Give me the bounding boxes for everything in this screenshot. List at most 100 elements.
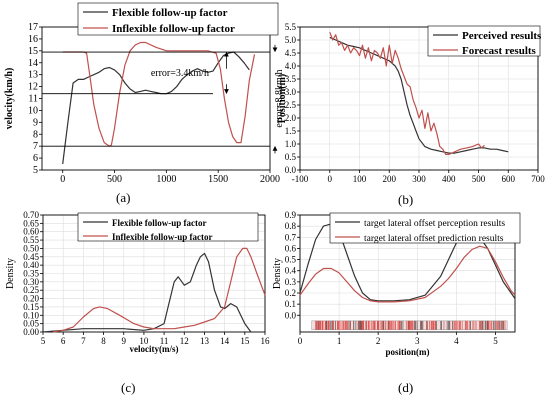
y-tick-label: 17 xyxy=(28,22,38,33)
x-tick-label: 2000 xyxy=(260,174,280,185)
y-tick-label: 0.55 xyxy=(23,235,39,245)
series-line-1 xyxy=(42,252,252,333)
y-tick-label: 0.5 xyxy=(285,152,297,162)
legend-box xyxy=(77,2,279,36)
y-tick-label: 5.5 xyxy=(285,22,297,32)
x-tick-label: 0 xyxy=(328,174,333,184)
panel-letter-b: (b) xyxy=(398,192,414,207)
y-tick-label: 0.6 xyxy=(285,243,297,253)
legend-label: target lateral offset prediction results xyxy=(364,233,504,244)
x-tick-label: 300 xyxy=(412,174,426,184)
y-tick-label: 0.4 xyxy=(285,266,297,276)
y-tick-label: 3.5 xyxy=(285,74,297,84)
x-tick-label: 13 xyxy=(200,336,210,346)
y-tick-label: 0.45 xyxy=(23,252,39,262)
x-tick-label: 3 xyxy=(415,336,420,346)
y-tick-label: 5.0 xyxy=(285,35,297,45)
panel-letter-d: (d) xyxy=(398,380,414,395)
y-tick-label: 8 xyxy=(33,129,38,140)
y-tick-label: 0.05 xyxy=(23,319,39,329)
legend-box xyxy=(427,25,541,57)
y-tick-label: 0.7 xyxy=(285,232,297,242)
y-tick-label: 0.2 xyxy=(285,288,296,298)
x-tick-label: 11 xyxy=(160,336,169,346)
x-tick-label: 0 xyxy=(298,336,303,346)
x-tick-label: 1 xyxy=(337,336,342,346)
y-tick-label: 0.00 xyxy=(23,327,39,337)
y-tick-label: 0.20 xyxy=(23,294,39,304)
legend-label: Inflexible follow-up factor xyxy=(112,23,235,35)
series-line-2 xyxy=(53,247,266,333)
x-axis-label: velocity(m/s) xyxy=(130,344,179,354)
y-tick-label: 0.5 xyxy=(285,255,297,265)
y-tick-label: 11 xyxy=(28,94,38,105)
x-tick-label: 9 xyxy=(121,336,126,346)
legend-label: Flexible follow-up factor xyxy=(112,7,228,19)
error-annotation-1: error=3.4km/h xyxy=(151,68,209,79)
y-tick-label: 0.25 xyxy=(23,285,39,295)
y-tick-label: 0.9 xyxy=(285,210,297,220)
x-tick-label: 8 xyxy=(101,336,106,346)
x-tick-label: 16 xyxy=(261,336,271,346)
y-tick-label: 0.3 xyxy=(285,277,297,287)
x-tick-label: 600 xyxy=(502,174,516,184)
legend-label: Flexible follow-up factor xyxy=(112,218,206,228)
series-line-2 xyxy=(299,245,516,303)
y-tick-label: 2.5 xyxy=(285,100,297,110)
series-line-2 xyxy=(329,31,485,155)
x-tick-label: 2 xyxy=(376,336,381,346)
y-axis-label: Density xyxy=(5,258,16,289)
y-tick-label: 4.0 xyxy=(285,61,297,71)
y-tick-label: 3.0 xyxy=(285,87,297,97)
legend-box xyxy=(329,212,521,244)
y-tick-label: 6 xyxy=(33,153,38,164)
series-line-1 xyxy=(329,36,509,154)
y-tick-label: 0.50 xyxy=(23,243,39,253)
x-tick-label: 15 xyxy=(240,336,250,346)
panels-group: 0 500 1000 1500 2000567891011121314151617vel… xyxy=(4,2,545,357)
x-tick-label: 5 xyxy=(493,336,498,346)
y-tick-label: 2.0 xyxy=(285,113,297,123)
y-tick-label: 1.5 xyxy=(285,126,297,136)
y-tick-label: 13 xyxy=(28,70,38,81)
y-tick-label: 14 xyxy=(28,58,38,69)
x-tick-label: 400 xyxy=(442,174,456,184)
y-tick-label: 12 xyxy=(28,82,38,93)
legend-label: target lateral offset perception results xyxy=(364,218,505,229)
y-tick-label: 0.1 xyxy=(285,299,296,309)
x-tick-label: 5 xyxy=(41,336,46,346)
x-tick-label: -100 xyxy=(292,174,309,184)
y-tick-label: 0.35 xyxy=(23,269,39,279)
y-tick-label: 10 xyxy=(28,105,38,116)
legend-label: Perceived results xyxy=(462,30,542,42)
y-tick-label: 0.0 xyxy=(285,165,297,175)
error-annotation-2: error=8.8km/h xyxy=(274,69,285,127)
y-tick-label: 0.70 xyxy=(23,210,39,220)
y-tick-label: 4.5 xyxy=(285,48,297,58)
chart-panel-b: -100 0 100 200 300 400 500 600 700 0.0 0.5 1.0 1.5 2.… xyxy=(277,22,545,184)
y-tick-label: 0.10 xyxy=(23,310,39,320)
x-tick-label: 500 xyxy=(472,174,486,184)
y-tick-label: 0.0 xyxy=(285,310,297,320)
x-tick-label: 1000 xyxy=(156,174,176,185)
x-tick-label: 14 xyxy=(220,336,230,346)
panel-letter-c: (c) xyxy=(121,380,136,395)
x-tick-label: 200 xyxy=(383,174,397,184)
y-tick-label: 0.65 xyxy=(23,218,39,228)
x-tick-label: 1500 xyxy=(208,174,228,185)
legend-label: Inflexible follow-up factor xyxy=(112,232,213,242)
y-tick-label: 9 xyxy=(33,117,38,128)
y-tick-label: 7 xyxy=(33,141,38,152)
chart-panel-d: 0 1 2 3 4 5 0.00.10.20.30.40.5 0.60.70.80.9 Dens… xyxy=(272,210,521,357)
chart-panel-c: 5 6 7 8 9 10 11 12 13 14 15 160.000.050.100.150.200… xyxy=(5,210,270,354)
x-axis-label: position(m) xyxy=(385,347,429,357)
x-tick-label: 12 xyxy=(180,336,189,346)
y-axis-label: Density xyxy=(272,258,283,289)
y-tick-label: 0.8 xyxy=(285,221,297,231)
y-tick-label: 1.0 xyxy=(285,139,297,149)
y-tick-label: 0.60 xyxy=(23,227,39,237)
y-tick-label: 0.30 xyxy=(23,277,39,287)
